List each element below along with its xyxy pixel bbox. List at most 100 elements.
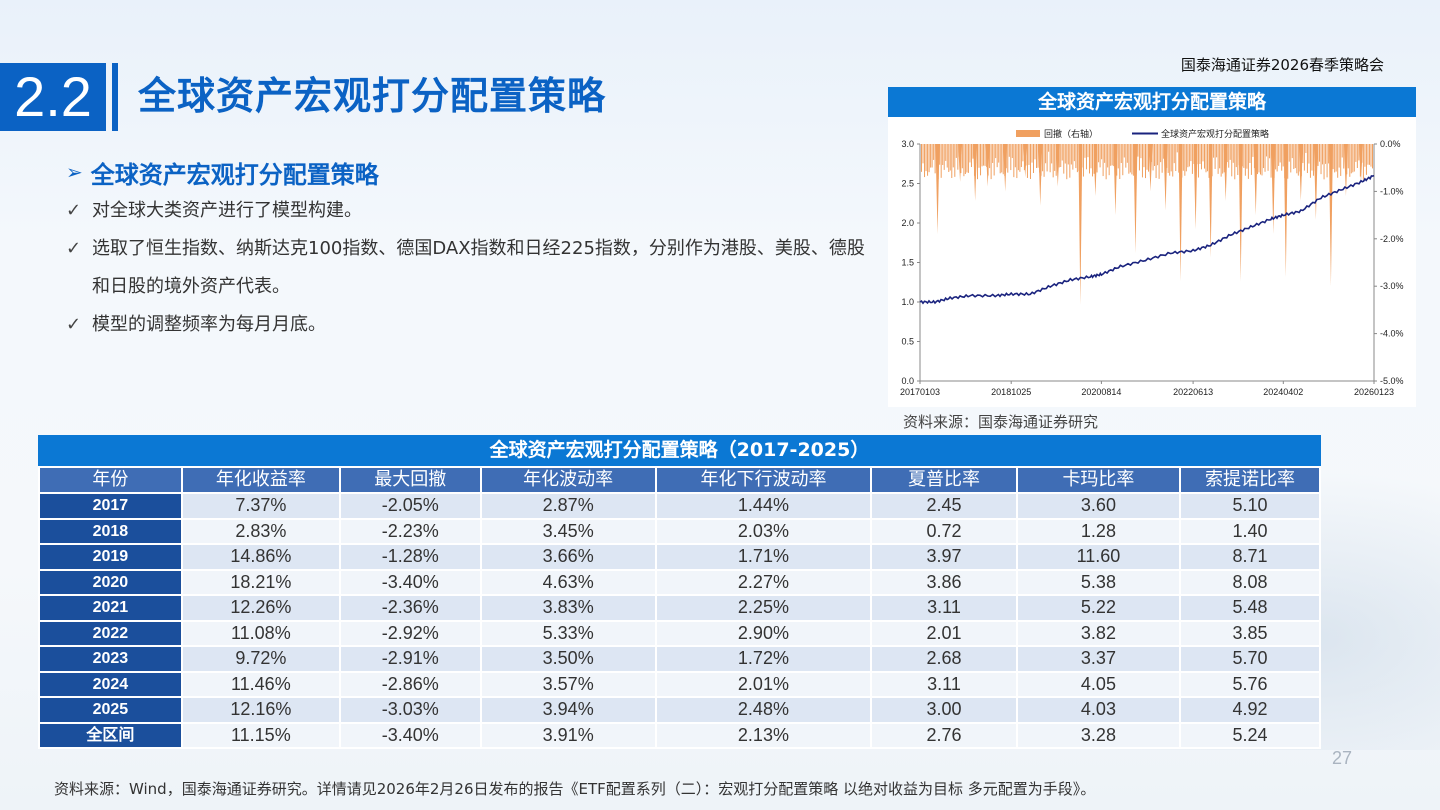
table-cell: 0.72 <box>872 519 1016 543</box>
table-cell: 14.86% <box>182 545 339 569</box>
table-cell: 12.26% <box>182 596 339 620</box>
table-row: 2018 2.83% -2.23% 3.45% 2.03% 0.72 1.28 1.40 <box>40 519 1319 543</box>
table-cell: 2.48% <box>656 698 871 722</box>
table-cell: 3.83% <box>481 596 655 620</box>
table-row: 2019 14.86% -1.28% 3.66% 1.71% 3.97 11.60 8.71 <box>40 545 1319 569</box>
chart-header: 全球资产宏观打分配置策略 <box>888 87 1416 117</box>
drawdown-spike <box>935 144 940 235</box>
table-cell: 8.71 <box>1181 545 1319 569</box>
x-tick-label: 20170103 <box>900 387 940 397</box>
table-cell: 3.66% <box>481 545 655 569</box>
legend-swatch-drawdown <box>1016 130 1040 137</box>
table-cell: 11.60 <box>1017 545 1180 569</box>
column-header: 年化收益率 <box>182 468 339 492</box>
table-cell: -3.40% <box>340 570 480 594</box>
list-item: ✓ 模型的调整频率为每月月底。 <box>66 306 876 344</box>
table-cell: 2.76 <box>872 723 1016 747</box>
table-cell: 2.01 <box>872 621 1016 645</box>
check-icon: ✓ <box>66 238 82 259</box>
table-cell: 3.86 <box>872 570 1016 594</box>
table-cell: 5.38 <box>1017 570 1180 594</box>
right-tick-label: -1.0% <box>1380 186 1404 196</box>
x-tick-label: 20200814 <box>1081 387 1121 397</box>
table-cell: 2.68 <box>872 647 1016 671</box>
table-cell: -2.36% <box>340 596 480 620</box>
row-label: 2017 <box>40 494 181 518</box>
footer-source: 资料来源：Wind，国泰海通证券研究。详情请见2026年2月26日发布的报告《E… <box>54 780 1096 798</box>
x-tick-label: 20181025 <box>991 387 1031 397</box>
table-cell: 3.57% <box>481 672 655 696</box>
drawdown-spike <box>1093 144 1098 197</box>
table-cell: 3.60 <box>1017 494 1180 518</box>
drawdown-spike <box>1271 144 1276 235</box>
table-cell: 5.76 <box>1181 672 1319 696</box>
drawdown-spike <box>1283 144 1288 277</box>
list-item-text: 对全球大类资产进行了模型构建。 <box>92 200 362 221</box>
table-cell: 2.27% <box>656 570 871 594</box>
drawdown-spike <box>1113 144 1118 216</box>
table-cell: 5.24 <box>1181 723 1319 747</box>
left-tick-label: 2.0 <box>901 218 914 228</box>
table-cell: 12.16% <box>182 698 339 722</box>
column-header: 索提诺比率 <box>1181 468 1319 492</box>
table-cell: 8.08 <box>1181 570 1319 594</box>
bullet-heading: ➢ 全球资产宏观打分配置策略 <box>66 152 876 192</box>
check-icon: ✓ <box>66 314 82 335</box>
table-row: 2017 7.37% -2.05% 2.87% 1.44% 2.45 3.60 5.10 <box>40 494 1319 518</box>
right-tick-label: -3.0% <box>1380 281 1404 291</box>
table-cell: 2.01% <box>656 672 871 696</box>
table-cell: -2.91% <box>340 647 480 671</box>
table-cell: 4.63% <box>481 570 655 594</box>
table-cell: 3.50% <box>481 647 655 671</box>
right-tick-label: -2.0% <box>1380 234 1404 244</box>
row-label: 2018 <box>40 519 181 543</box>
table-cell: 3.45% <box>481 519 655 543</box>
left-tick-label: 0.0 <box>901 376 914 386</box>
column-header: 年化下行波动率 <box>656 468 871 492</box>
drawdown-spike <box>958 144 963 182</box>
column-header: 年化波动率 <box>481 468 655 492</box>
table-cell: 1.71% <box>656 545 871 569</box>
row-label: 2024 <box>40 672 181 696</box>
row-label: 2022 <box>40 621 181 645</box>
row-label: 2020 <box>40 570 181 594</box>
table-cell: 2.83% <box>182 519 339 543</box>
table-cell: 2.87% <box>481 494 655 518</box>
table-cell: 1.44% <box>656 494 871 518</box>
drawdown-spike <box>1055 144 1060 187</box>
drawdown-spike <box>1148 144 1153 192</box>
table-cell: 3.37 <box>1017 647 1180 671</box>
table-cell: 3.82 <box>1017 621 1180 645</box>
legend-label-nav: 全球资产宏观打分配置策略 <box>1161 128 1269 140</box>
table-cell: 9.72% <box>182 647 339 671</box>
table-cell: 2.25% <box>656 596 871 620</box>
table-cell: 2.13% <box>656 723 871 747</box>
table-row: 2020 18.21% -3.40% 4.63% 2.27% 3.86 5.38 8.08 <box>40 570 1319 594</box>
drawdown-spike <box>1133 144 1138 254</box>
left-tick-label: 1.0 <box>901 297 914 307</box>
table-cell: 4.03 <box>1017 698 1180 722</box>
x-tick-label: 20260123 <box>1354 387 1394 397</box>
table-cell: 3.00 <box>872 698 1016 722</box>
bullet-list: ➢ 全球资产宏观打分配置策略 ✓ 对全球大类资产进行了模型构建。 ✓ 选取了恒生… <box>66 152 876 344</box>
stats-grid: 年份 年化收益率 最大回撤 年化波动率 年化下行波动率 夏普比率 卡玛比率 索提诺比率 201… <box>38 466 1321 749</box>
bullet-heading-text: 全球资产宏观打分配置策略 <box>90 160 379 189</box>
arrow-icon: ➢ <box>66 160 83 184</box>
check-icon: ✓ <box>66 200 82 221</box>
x-tick-label: 20240402 <box>1263 387 1303 397</box>
table-cell: 4.05 <box>1017 672 1180 696</box>
list-item: ✓ 对全球大类资产进行了模型构建。 <box>66 192 876 230</box>
column-header: 卡玛比率 <box>1017 468 1180 492</box>
row-label: 2023 <box>40 647 181 671</box>
drawdown-spike <box>1038 144 1043 206</box>
drawdown-spike <box>1023 144 1028 178</box>
drawdown-spike <box>1313 144 1318 220</box>
table-row: 2021 12.26% -2.36% 3.83% 2.25% 3.11 5.22 5.48 <box>40 596 1319 620</box>
chart-source: 资料来源：国泰海通证券研究 <box>903 413 1099 431</box>
drawdown-spike <box>1208 144 1213 258</box>
table-cell: 18.21% <box>182 570 339 594</box>
table-cell: 11.46% <box>182 672 339 696</box>
table-row: 2025 12.16% -3.03% 3.94% 2.48% 3.00 4.03 4.92 <box>40 698 1319 722</box>
table-cell: 11.08% <box>182 621 339 645</box>
table-cell: 2.90% <box>656 621 871 645</box>
